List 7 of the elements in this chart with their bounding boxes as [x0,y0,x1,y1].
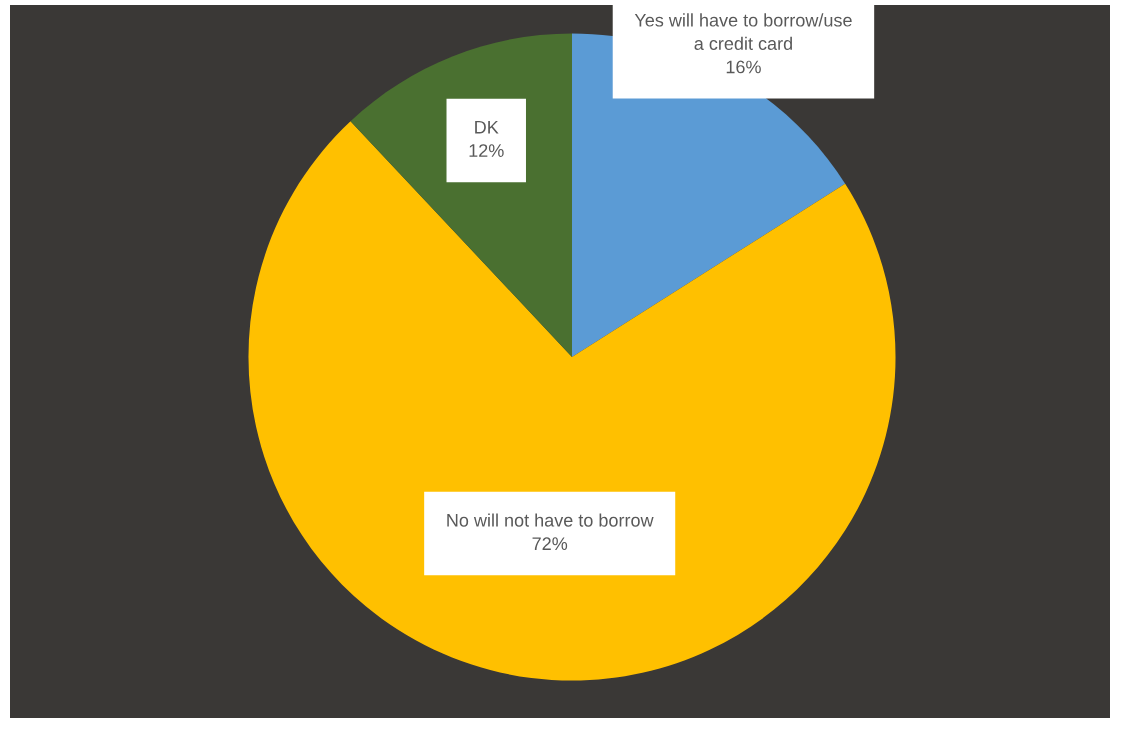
data-label: 72% [532,537,568,550]
slice-label: No will not have to borrow [447,513,654,527]
data-label: 12% [469,144,504,157]
pie-slice [248,121,896,681]
data-label: 16% [726,60,761,74]
slice-label: Yes will have to borrow/use a credit card [634,13,852,50]
slice-label: DK [475,120,499,134]
